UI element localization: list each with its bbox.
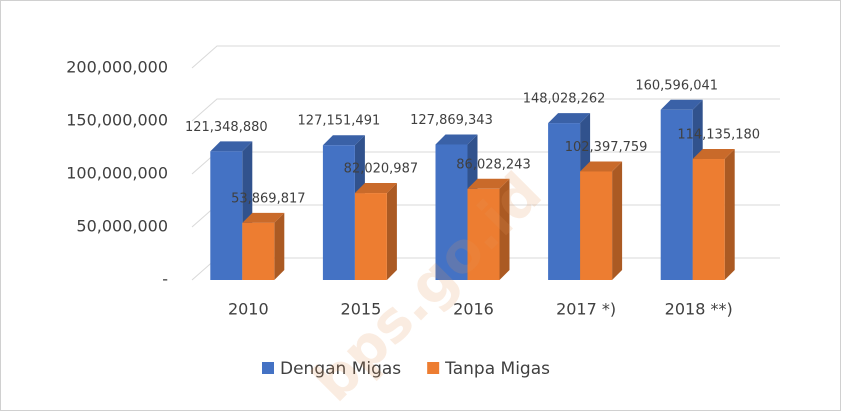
bar	[210, 151, 243, 280]
bar-side	[386, 183, 397, 280]
y-tick-label: 50,000,000	[76, 217, 168, 236]
y-tick-label: 100,000,000	[66, 164, 168, 183]
x-tick-label: 2018 **)	[665, 300, 733, 319]
bar-top	[660, 99, 703, 110]
data-label: 86,028,243	[456, 157, 530, 172]
legend-label: Tanpa Migas	[444, 359, 550, 379]
grid-line	[191, 98, 780, 122]
y-tick-label: 150,000,000	[66, 111, 168, 130]
bar-side	[612, 161, 623, 280]
bar-top	[467, 178, 510, 189]
data-label: 127,869,343	[410, 113, 493, 128]
legend-label: Dengan Migas	[280, 359, 401, 379]
bar-top	[322, 135, 365, 146]
legend-swatch	[427, 362, 440, 374]
bar-side	[274, 212, 285, 280]
bar	[580, 171, 613, 280]
bar	[467, 188, 500, 280]
grid-line	[191, 45, 780, 69]
x-tick-label: 2016	[453, 300, 494, 319]
bar-top	[692, 149, 735, 160]
bar	[692, 159, 725, 280]
x-tick-label: 2017 *)	[556, 300, 616, 319]
data-label: 114,135,180	[677, 128, 760, 143]
bar-top	[242, 212, 285, 223]
data-label: 53,869,817	[231, 191, 305, 206]
bar	[548, 123, 581, 280]
data-label: 148,028,262	[523, 92, 606, 107]
data-label: 82,020,987	[344, 162, 418, 177]
data-label: 160,596,041	[635, 78, 718, 93]
bar	[354, 193, 387, 280]
x-tick-label: 2010	[228, 300, 269, 319]
legend-swatch	[262, 362, 274, 374]
data-label: 102,397,759	[565, 140, 648, 155]
bar	[242, 222, 275, 280]
data-label: 127,151,491	[298, 114, 381, 129]
bar-top	[548, 113, 591, 124]
x-tick-label: 2015	[341, 300, 382, 319]
bar-side	[499, 178, 510, 280]
bar-top	[580, 161, 623, 172]
bar-top	[354, 183, 397, 194]
bar	[435, 144, 468, 280]
bar-top	[210, 141, 253, 152]
bar-top	[435, 134, 478, 145]
bar-side	[724, 149, 735, 280]
y-tick-label: -	[162, 270, 168, 289]
bar	[322, 145, 355, 280]
bar	[660, 109, 693, 281]
y-tick-label: 200,000,000	[66, 58, 168, 77]
data-label: 121,348,880	[185, 120, 268, 135]
